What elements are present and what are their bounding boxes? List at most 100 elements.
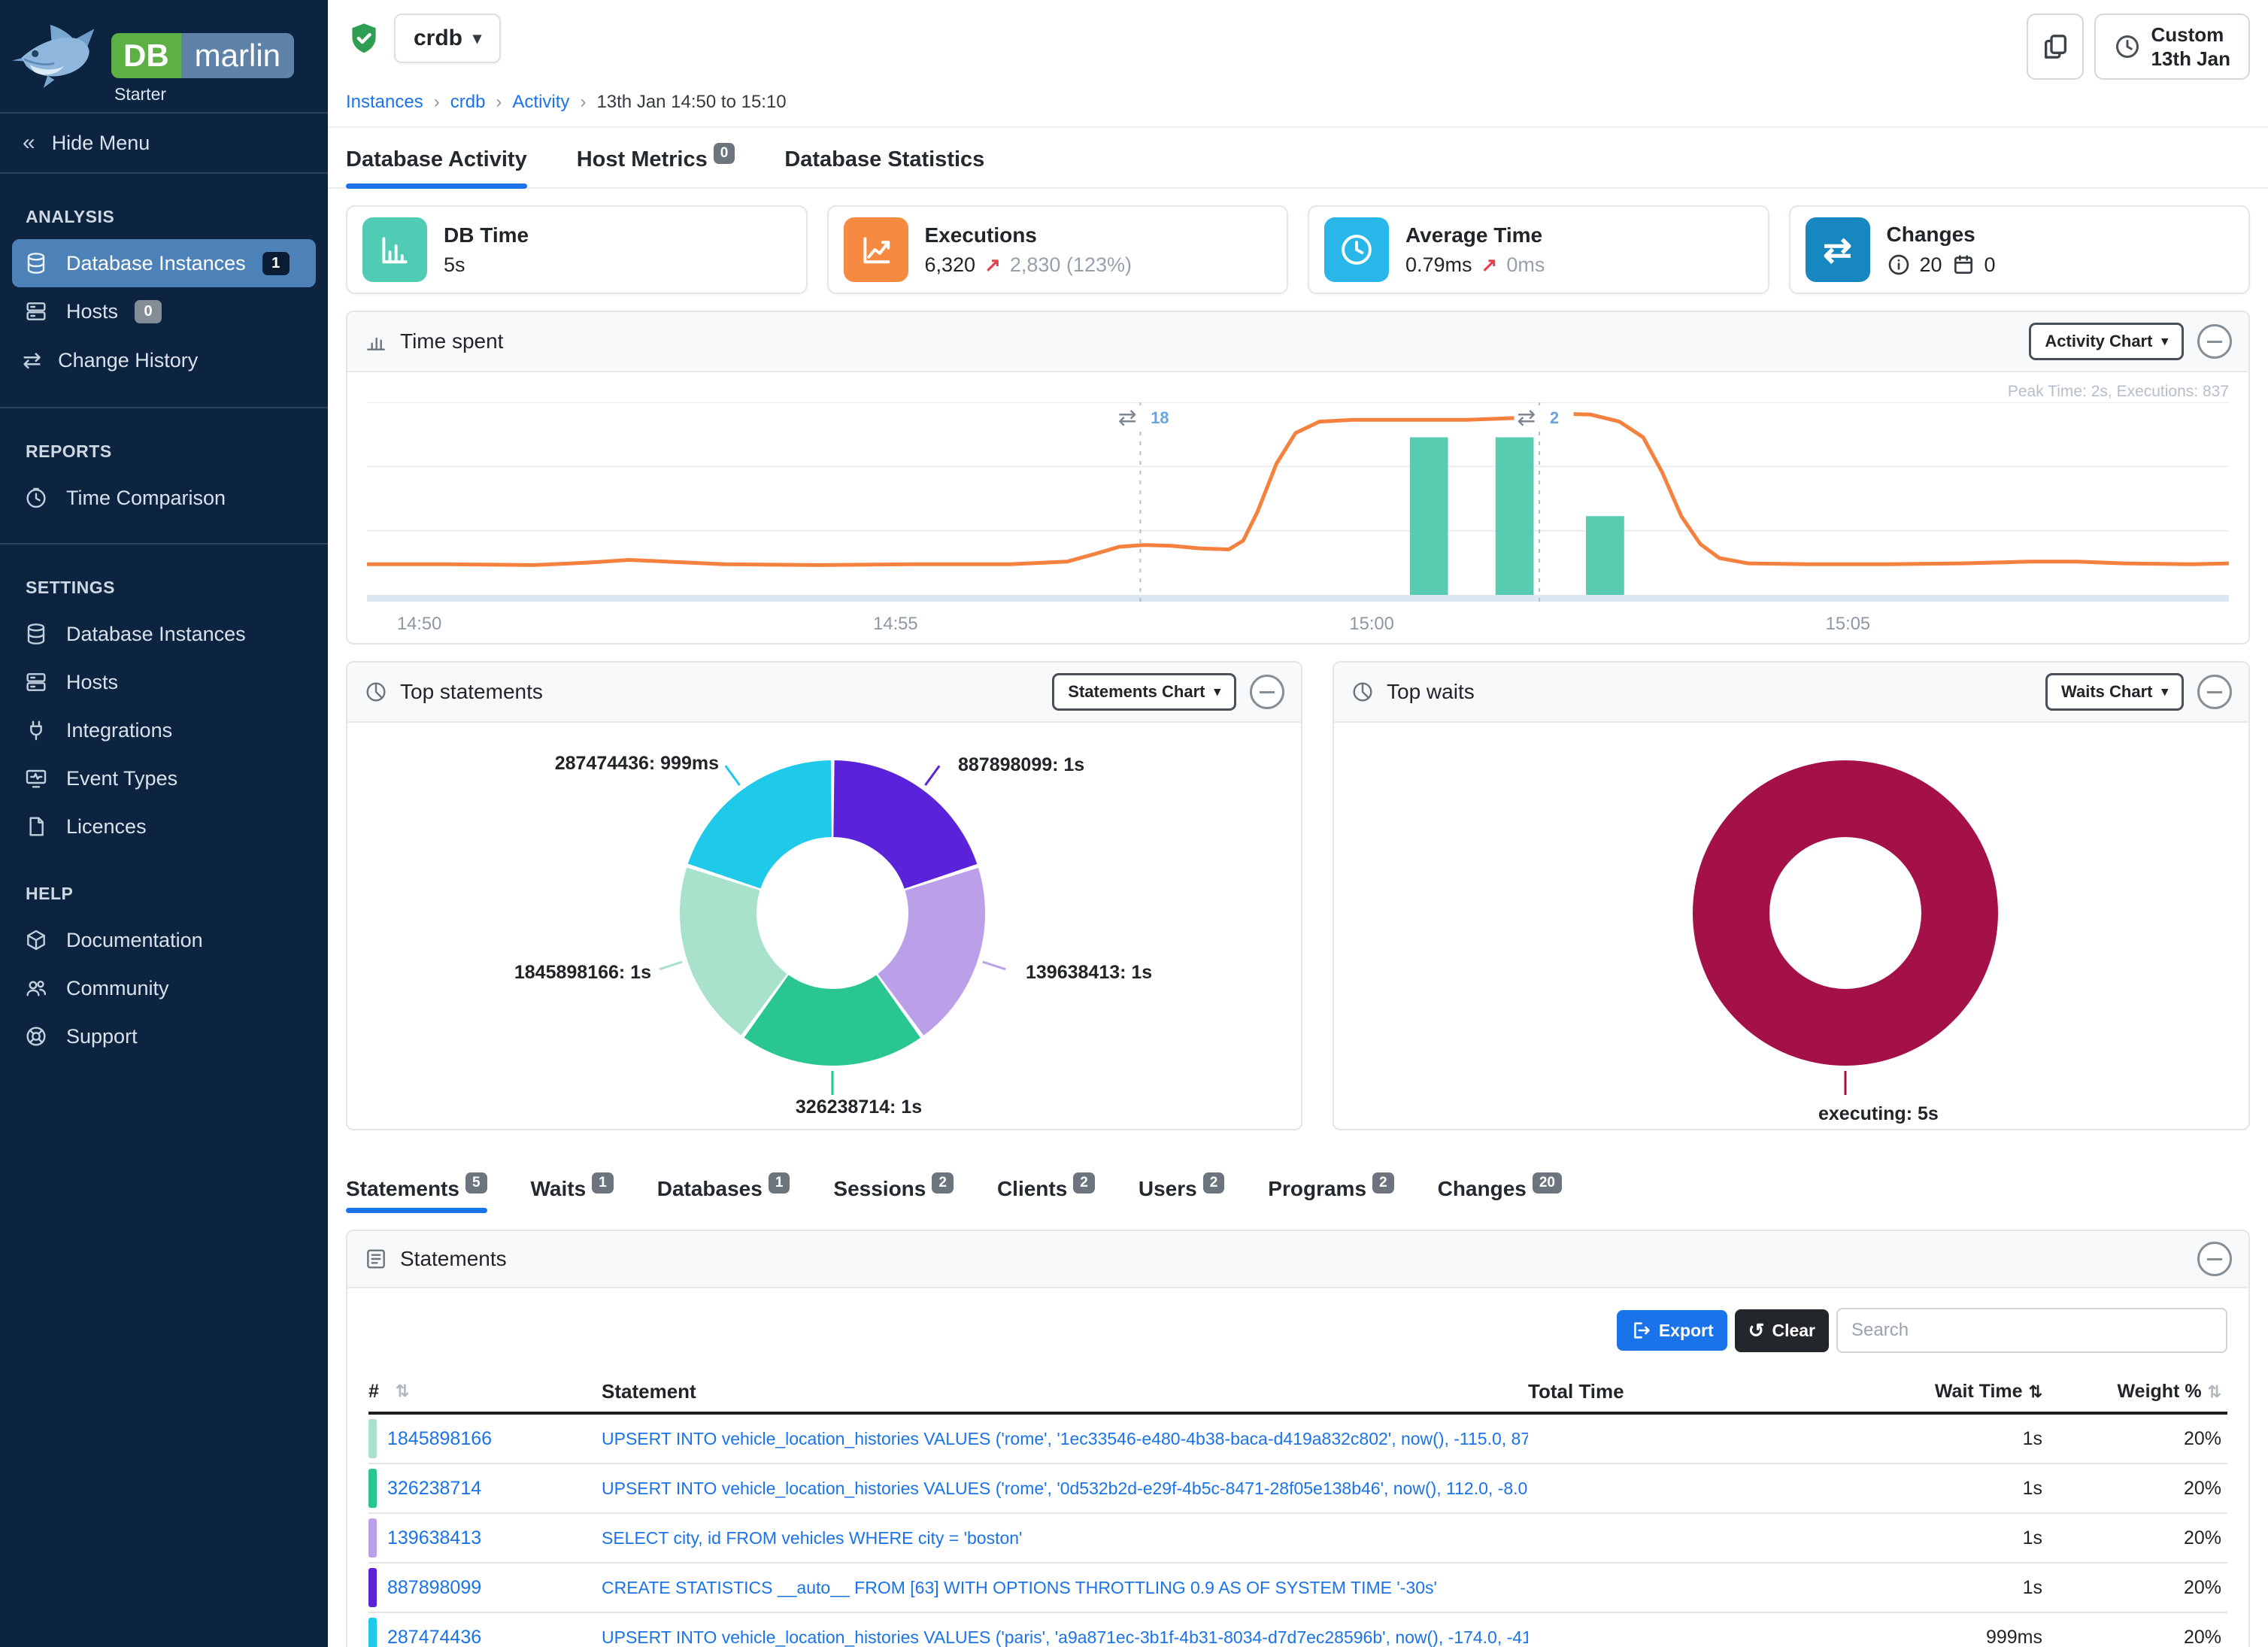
- statement-sql-link[interactable]: CREATE STATISTICS __auto__ FROM [63] WIT…: [602, 1577, 1437, 1597]
- main-content: crdb ▾ Custom 13th Jan: [328, 0, 2268, 1647]
- statement-color-bar: [368, 1518, 377, 1558]
- statements-panel: Statements Export ↺ Clear: [346, 1230, 2250, 1647]
- statement-id-link[interactable]: 1845898166: [387, 1427, 493, 1449]
- document-icon: [23, 814, 50, 839]
- search-input[interactable]: [1836, 1308, 2227, 1353]
- copy-link-button[interactable]: [2026, 14, 2084, 80]
- activity-chart-dropdown[interactable]: Activity Chart ▾: [2029, 323, 2184, 360]
- peak-note: Peak Time: 2s, Executions: 837: [2007, 383, 2229, 400]
- breadcrumb-crdb[interactable]: crdb: [450, 92, 486, 112]
- sidebar-item-documentation[interactable]: Documentation: [0, 916, 328, 964]
- database-icon: [23, 251, 50, 275]
- sidebar-item-community[interactable]: Community: [0, 964, 328, 1012]
- panel-title: Time spent: [400, 329, 504, 353]
- card-title: Executions: [924, 223, 1037, 247]
- statement-sql-link[interactable]: UPSERT INTO vehicle_location_histories V…: [602, 1428, 1528, 1448]
- caret-down-icon: ▾: [2161, 684, 2168, 699]
- card-delta: 2,830 (123%): [1009, 253, 1132, 276]
- collapse-left-icon: «: [23, 130, 35, 155]
- swap-arrows-icon: ⇄: [23, 348, 42, 373]
- tab-database-statistics[interactable]: Database Statistics: [784, 147, 985, 171]
- weight-value: 20%: [2183, 1527, 2221, 1548]
- sidebar-item-licences[interactable]: Licences: [0, 802, 328, 851]
- collapse-panel-button[interactable]: [2197, 324, 2232, 359]
- section-title: ANALYSIS: [26, 207, 115, 226]
- export-button[interactable]: Export: [1616, 1310, 1727, 1351]
- sidebar-item-label: Integrations: [66, 718, 173, 742]
- card-value: 0.79ms: [1405, 253, 1472, 276]
- waits-donut-chart: executing: 5s: [1334, 723, 2248, 1129]
- hide-menu-button[interactable]: « Hide Menu: [0, 114, 328, 172]
- top-waits-panel: Top waits Waits Chart ▾ executing: 5s: [1333, 661, 2250, 1130]
- statement-id-link[interactable]: 326238714: [387, 1477, 482, 1499]
- sidebar-item-label: Change History: [58, 349, 199, 372]
- donut-label: executing: 5s: [1818, 1103, 1939, 1124]
- tab-programs[interactable]: Programs 2: [1268, 1172, 1394, 1213]
- tab-statements[interactable]: Statements 5: [346, 1172, 487, 1213]
- breadcrumb-separator: ›: [580, 92, 587, 112]
- statements-chart-dropdown[interactable]: Statements Chart ▾: [1052, 673, 1236, 711]
- statement-sql-link[interactable]: UPSERT INTO vehicle_location_histories V…: [602, 1478, 1528, 1498]
- top-statements-panel: Top statements Statements Chart ▾ 887898…: [346, 661, 1302, 1130]
- sidebar-item-event-types[interactable]: Event Types: [0, 754, 328, 802]
- sidebar-item-hosts[interactable]: Hosts 0: [0, 287, 328, 335]
- tab-host-metrics[interactable]: Host Metrics 0: [577, 143, 735, 187]
- statement-sql-link[interactable]: SELECT city, id FROM vehicles WHERE city…: [602, 1527, 1023, 1548]
- tab-database-activity[interactable]: Database Activity: [346, 147, 527, 189]
- sidebar-item-settings-hosts[interactable]: Hosts: [0, 658, 328, 706]
- sidebar-item-change-history[interactable]: ⇄ Change History: [0, 335, 328, 386]
- collapse-panel-button[interactable]: [2197, 1242, 2232, 1276]
- panel-title: Statements: [400, 1247, 507, 1270]
- tab-badge: 5: [465, 1172, 487, 1194]
- panel-header: Top statements Statements Chart ▾: [347, 663, 1301, 723]
- count-badge: 0: [135, 299, 162, 323]
- sort-icon-active[interactable]: ⇅: [2028, 1382, 2042, 1401]
- sidebar-item-label: Community: [66, 976, 169, 999]
- collapse-panel-button[interactable]: [2197, 675, 2232, 709]
- sidebar-item-settings-database-instances[interactable]: Database Instances: [0, 610, 328, 658]
- sort-icon[interactable]: ⇅: [395, 1382, 410, 1400]
- tab-badge: 2: [932, 1172, 954, 1194]
- waits-chart-dropdown[interactable]: Waits Chart ▾: [2045, 673, 2184, 711]
- hide-menu-label: Hide Menu: [51, 131, 150, 154]
- tab-clients[interactable]: Clients 2: [997, 1172, 1095, 1213]
- table-row: 887898099 CREATE STATISTICS __auto__ FRO…: [368, 1564, 2227, 1613]
- statement-id-link[interactable]: 139638413: [387, 1527, 482, 1548]
- statement-id-link[interactable]: 287474436: [387, 1626, 482, 1647]
- dbmarlin-logo[interactable]: DB marlin Starter: [0, 0, 328, 112]
- bar-chart-icon: [362, 217, 427, 282]
- column-total-time: Total Time: [1528, 1379, 1624, 1403]
- clear-button[interactable]: ↺ Clear: [1734, 1309, 1829, 1352]
- svg-text:15:00: 15:00: [1349, 614, 1393, 634]
- sidebar-item-integrations[interactable]: Integrations: [0, 706, 328, 754]
- statement-sql-link[interactable]: UPSERT INTO vehicle_location_histories V…: [602, 1627, 1528, 1647]
- time-range-button[interactable]: Custom 13th Jan: [2094, 14, 2250, 80]
- plan-tier-label: Starter: [114, 84, 167, 104]
- tab-changes[interactable]: Changes 20: [1438, 1172, 1562, 1213]
- detail-tabs: Statements 5 Waits 1 Databases 1 Sessions 2 …: [346, 1172, 2250, 1213]
- sidebar-item-support[interactable]: Support: [0, 1012, 328, 1060]
- sidebar-item-time-comparison[interactable]: Time Comparison: [0, 474, 328, 522]
- tab-waits[interactable]: Waits 1: [531, 1172, 614, 1213]
- swap-arrows-icon: ⇄: [1805, 217, 1870, 282]
- collapse-panel-button[interactable]: [1250, 675, 1284, 709]
- sort-icon[interactable]: ⇅: [2207, 1382, 2221, 1401]
- sidebar-item-database-instances[interactable]: Database Instances 1: [12, 239, 316, 287]
- tab-databases[interactable]: Databases 1: [657, 1172, 790, 1213]
- column-weight: Weight %: [2117, 1380, 2202, 1402]
- breadcrumb-separator: ›: [496, 92, 502, 112]
- statement-id-link[interactable]: 887898099: [387, 1576, 482, 1598]
- tab-sessions[interactable]: Sessions 2: [833, 1172, 954, 1213]
- breadcrumb-instances[interactable]: Instances: [346, 92, 423, 112]
- tab-badge: 1: [592, 1172, 614, 1194]
- caret-down-icon: ▾: [1214, 684, 1220, 699]
- weight-value: 20%: [2183, 1477, 2221, 1499]
- instance-selector[interactable]: crdb ▾: [394, 14, 502, 63]
- wait-time-value: 1s: [2022, 1576, 2042, 1598]
- tab-users[interactable]: Users 2: [1139, 1172, 1225, 1213]
- activity-line-chart: ⇄ 18 ⇄ 2 14:50 14:55 15:00 15:05: [367, 402, 2229, 634]
- breadcrumb-activity[interactable]: Activity: [512, 92, 570, 112]
- statements-donut-svg: [659, 760, 1006, 1095]
- sidebar-item-label: Database Instances: [66, 622, 246, 645]
